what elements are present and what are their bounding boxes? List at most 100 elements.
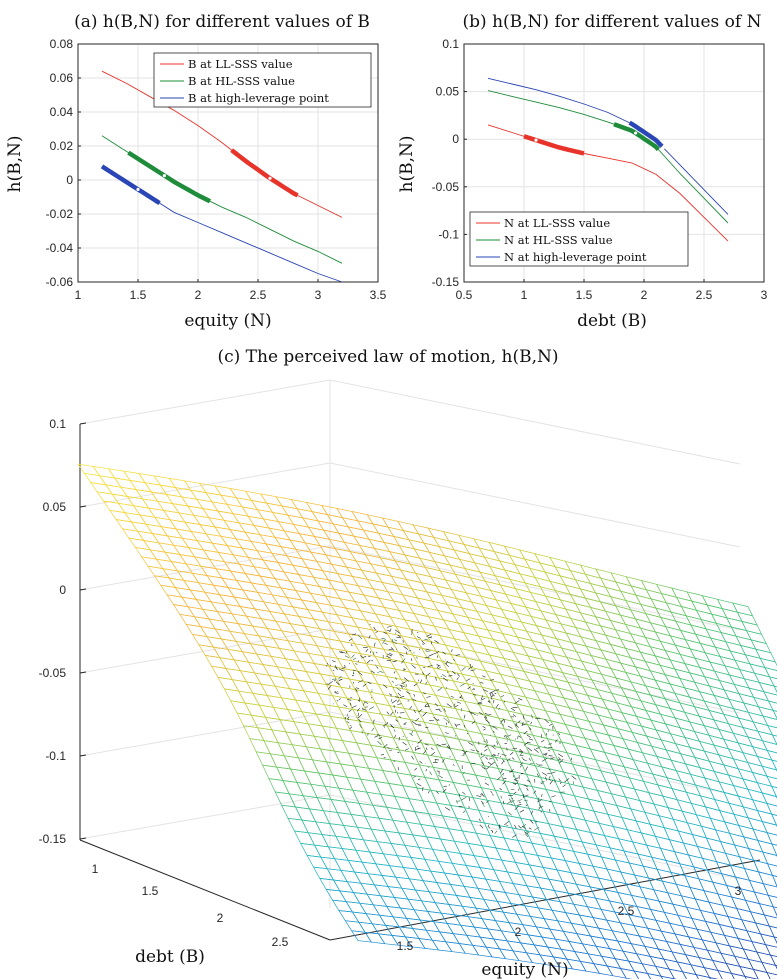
surface-cell bbox=[321, 725, 344, 742]
simulated-point bbox=[333, 679, 337, 682]
surface-cell bbox=[376, 757, 398, 774]
simulated-point bbox=[347, 699, 352, 701]
panel-c-3d-box: 0.1 0.05 0 -0.05 -0.1 -0.15 bbox=[39, 379, 761, 941]
surface-cell bbox=[674, 668, 696, 683]
simulated-point bbox=[446, 703, 452, 708]
surface-cell bbox=[457, 534, 480, 549]
simulated-point bbox=[482, 726, 486, 729]
simulated-point bbox=[425, 706, 430, 708]
surface-cell bbox=[472, 626, 494, 640]
simulated-point bbox=[369, 623, 371, 626]
surface-cell bbox=[402, 529, 425, 544]
simulated-point bbox=[548, 778, 551, 781]
simulated-point bbox=[526, 830, 530, 834]
surface-cell bbox=[644, 636, 666, 652]
surface-cell bbox=[717, 970, 735, 979]
simulated-point bbox=[440, 675, 443, 678]
simulated-point bbox=[541, 793, 543, 797]
simulated-point bbox=[430, 635, 432, 638]
surface-cell bbox=[445, 850, 467, 866]
simulated-point bbox=[540, 810, 543, 813]
panel-a-xlabel: equity (N) bbox=[184, 311, 271, 331]
simulated-point bbox=[493, 689, 500, 691]
surface-cell bbox=[766, 832, 777, 846]
panel-b-series-marker bbox=[661, 145, 665, 150]
surface-cell bbox=[732, 602, 754, 617]
surface-cell bbox=[492, 812, 513, 829]
surface-cell bbox=[528, 680, 550, 695]
simulated-point bbox=[549, 723, 553, 726]
simulated-point bbox=[482, 675, 486, 678]
surface-cell bbox=[479, 867, 501, 882]
simulated-point bbox=[547, 729, 550, 733]
simulated-point bbox=[509, 798, 511, 802]
simulated-point bbox=[391, 638, 394, 642]
surface-cell bbox=[442, 531, 465, 545]
simulated-point bbox=[497, 752, 500, 755]
simulated-point bbox=[451, 670, 456, 675]
simulated-point bbox=[529, 819, 534, 824]
simulated-point bbox=[409, 732, 413, 737]
simulated-point bbox=[447, 721, 450, 724]
surface-cell bbox=[356, 742, 378, 759]
simulated-point bbox=[549, 780, 554, 785]
simulated-point bbox=[558, 778, 561, 782]
surface-cell bbox=[601, 698, 623, 714]
surface-cell bbox=[552, 677, 574, 693]
simulated-point bbox=[356, 708, 360, 712]
surface-cell bbox=[588, 720, 610, 736]
simulated-point bbox=[557, 753, 564, 758]
surface-cell bbox=[595, 640, 617, 655]
surface-cell bbox=[510, 602, 532, 617]
surface-cell bbox=[512, 651, 534, 666]
panel-a-title: (a) h(B,N) for different values of B bbox=[74, 12, 370, 32]
simulated-point bbox=[530, 721, 533, 725]
surface-cell bbox=[660, 975, 675, 979]
simulated-point bbox=[459, 683, 465, 687]
simulated-point bbox=[405, 748, 409, 751]
simulated-point bbox=[403, 681, 407, 683]
surface-cell bbox=[679, 727, 701, 742]
surface-cell bbox=[412, 524, 435, 538]
surface-cell bbox=[761, 792, 777, 807]
simulated-point bbox=[344, 664, 346, 667]
surface-cell bbox=[490, 889, 512, 904]
surface-cell bbox=[455, 894, 477, 909]
simulated-point bbox=[351, 705, 357, 709]
simulated-point bbox=[345, 651, 348, 655]
surface-cell bbox=[480, 787, 502, 804]
surface-cell bbox=[579, 588, 602, 603]
surface-cell bbox=[396, 772, 418, 789]
surface-cell bbox=[771, 759, 777, 771]
surface-cell bbox=[619, 614, 642, 629]
surface-cell bbox=[497, 648, 520, 663]
simulated-point bbox=[354, 688, 358, 693]
simulated-point bbox=[542, 757, 548, 762]
panel-c-equity-tick-label: 1.5 bbox=[397, 939, 414, 953]
surface-cell bbox=[693, 730, 715, 746]
surface-cell bbox=[602, 724, 624, 740]
simulated-point bbox=[437, 718, 440, 721]
surface-cell bbox=[511, 627, 533, 642]
panel-b-ytick-label: 0 bbox=[452, 132, 459, 146]
panel-c-equity-label: equity (N) bbox=[481, 960, 568, 979]
simulated-point bbox=[394, 629, 400, 634]
surface-cell bbox=[481, 845, 503, 861]
surface-cell bbox=[718, 728, 739, 744]
panel-c-debt-axis bbox=[79, 839, 331, 941]
simulated-point bbox=[368, 635, 371, 639]
surface-cell bbox=[539, 562, 561, 577]
surface-cell bbox=[448, 628, 470, 643]
surface-cell bbox=[461, 607, 484, 622]
simulated-point bbox=[518, 801, 521, 804]
surface-cell bbox=[295, 699, 317, 715]
simulated-point bbox=[360, 655, 363, 658]
panel-b-legend-label: N at LL-SSS value bbox=[504, 216, 610, 230]
simulated-point bbox=[461, 754, 466, 757]
surface-cell bbox=[723, 764, 744, 780]
simulated-point bbox=[434, 703, 439, 707]
simulated-point bbox=[434, 759, 437, 764]
simulated-point bbox=[487, 713, 492, 716]
simulated-point bbox=[534, 820, 538, 823]
simulated-point bbox=[531, 714, 533, 719]
